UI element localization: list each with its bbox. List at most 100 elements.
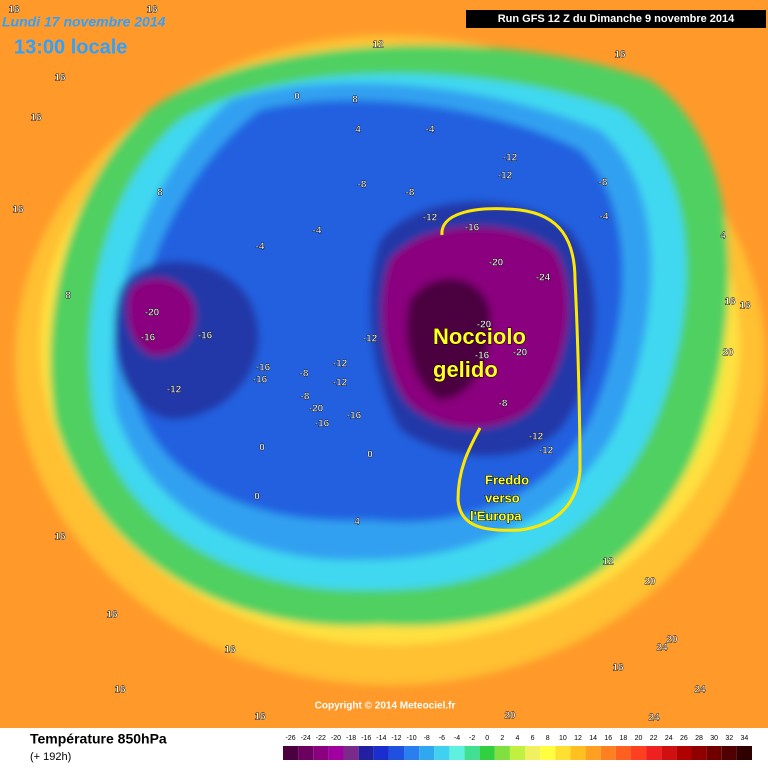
contour-label: -24 — [536, 273, 551, 284]
contour-label: -12 — [423, 213, 438, 224]
scale-label: 4 — [516, 735, 520, 742]
scale-swatch — [358, 746, 374, 760]
contour-label: -16 — [198, 331, 213, 342]
contour-label: 12 — [602, 557, 614, 568]
scale-swatch — [661, 746, 677, 760]
contour-label: 0 — [259, 443, 265, 454]
scale-label: 2 — [500, 735, 504, 742]
scale-label: -26 — [286, 735, 296, 742]
scale-swatch — [419, 746, 435, 760]
contour-label: 16 — [8, 5, 20, 16]
scale-label: -18 — [346, 735, 356, 742]
contour-label: 16 — [254, 712, 266, 723]
contour-label: -20 — [477, 320, 492, 331]
contour-label: -12 — [498, 171, 513, 182]
contour-label: 12 — [372, 40, 384, 51]
scale-swatch — [343, 746, 359, 760]
contour-label: 16 — [106, 610, 118, 621]
scale-label: 18 — [620, 735, 628, 742]
scale-swatch — [646, 746, 662, 760]
scale-swatch — [615, 746, 631, 760]
contour-label: 16 — [739, 301, 751, 312]
scale-label: 26 — [680, 735, 688, 742]
contour-label: 20 — [504, 711, 516, 722]
contour-label: -20 — [513, 348, 528, 359]
annotation: Nocciolo — [433, 324, 526, 349]
scale-swatch — [388, 746, 405, 760]
scale-label: 28 — [695, 735, 703, 742]
annotation: gelido — [433, 357, 498, 382]
scale-label: -16 — [361, 735, 371, 742]
contour-label: 0 — [367, 450, 373, 461]
contour-label: 20 — [644, 577, 656, 588]
temperature-field — [15, 35, 765, 685]
scale-label: 8 — [546, 735, 550, 742]
contour-label: 16 — [614, 50, 626, 61]
scale-swatch — [676, 746, 692, 760]
contour-label: -16 — [141, 333, 156, 344]
contour-label: -16 — [347, 411, 362, 422]
valid-time: 13:00 locale — [14, 36, 127, 58]
contour-label: 16 — [146, 5, 158, 16]
scale-label: -4 — [454, 735, 460, 742]
scale-swatch — [736, 746, 752, 760]
scale-label: -22 — [316, 735, 326, 742]
scale-swatch — [449, 746, 465, 760]
scale-swatch — [328, 746, 344, 760]
contour-label: -12 — [539, 446, 554, 457]
scale-swatch — [479, 746, 495, 760]
scale-label: 20 — [635, 735, 643, 742]
contour-label: -16 — [256, 363, 271, 374]
contour-label: -4 — [600, 212, 609, 223]
scale-swatch — [313, 746, 329, 760]
contour-label: 20 — [666, 635, 678, 646]
contour-label: -16 — [475, 351, 490, 362]
scale-swatch — [706, 746, 722, 760]
scale-label: -20 — [331, 735, 341, 742]
contour-label: -16 — [465, 223, 480, 234]
contour-label: -8 — [406, 188, 415, 199]
scale-swatch — [525, 746, 541, 760]
scale-label: 32 — [725, 735, 733, 742]
scale-label: 30 — [710, 735, 718, 742]
scale-label: 6 — [531, 735, 535, 742]
contour-label: -8 — [358, 180, 367, 191]
scale-swatch — [721, 746, 737, 760]
scale-swatch — [509, 746, 526, 760]
valid-date: Lundi 17 novembre 2014 — [2, 14, 166, 30]
scale-swatch — [691, 746, 707, 760]
lead-time: (+ 192h) — [30, 751, 71, 763]
scale-label: 14 — [589, 735, 597, 742]
contour-label: -16 — [253, 375, 268, 386]
contour-label: -12 — [529, 432, 544, 443]
contour-label: -4 — [426, 125, 435, 136]
contour-label: -8 — [300, 369, 309, 380]
contour-label: 0 — [254, 492, 260, 503]
scale-label: 16 — [604, 735, 612, 742]
contour-label: -4 — [313, 226, 322, 237]
contour-label: 16 — [612, 663, 624, 674]
contour-label: -8 — [599, 178, 608, 189]
contour-label: 4 — [720, 231, 726, 242]
contour-label: 16 — [54, 532, 66, 543]
scale-swatch — [464, 746, 480, 760]
scale-swatch — [585, 746, 601, 760]
annotation: l'Europa — [470, 508, 522, 523]
scale-label: 0 — [485, 735, 489, 742]
scale-swatch — [540, 746, 556, 760]
scale-label: 22 — [650, 735, 658, 742]
run-banner — [466, 10, 766, 28]
contour-label: 8 — [65, 291, 71, 302]
cold-core-outline — [440, 207, 582, 532]
contour-label: 8 — [157, 188, 163, 199]
contour-label: 4 — [354, 517, 360, 528]
contour-label: -20 — [309, 404, 324, 415]
contour-label: 16 — [54, 73, 66, 84]
contour-label: -8 — [499, 399, 508, 410]
contour-label: 16 — [724, 297, 736, 308]
scale-label: -2 — [469, 735, 475, 742]
scale-label: -24 — [301, 735, 311, 742]
scale-label: 12 — [574, 735, 582, 742]
contour-label: 8 — [352, 95, 358, 106]
